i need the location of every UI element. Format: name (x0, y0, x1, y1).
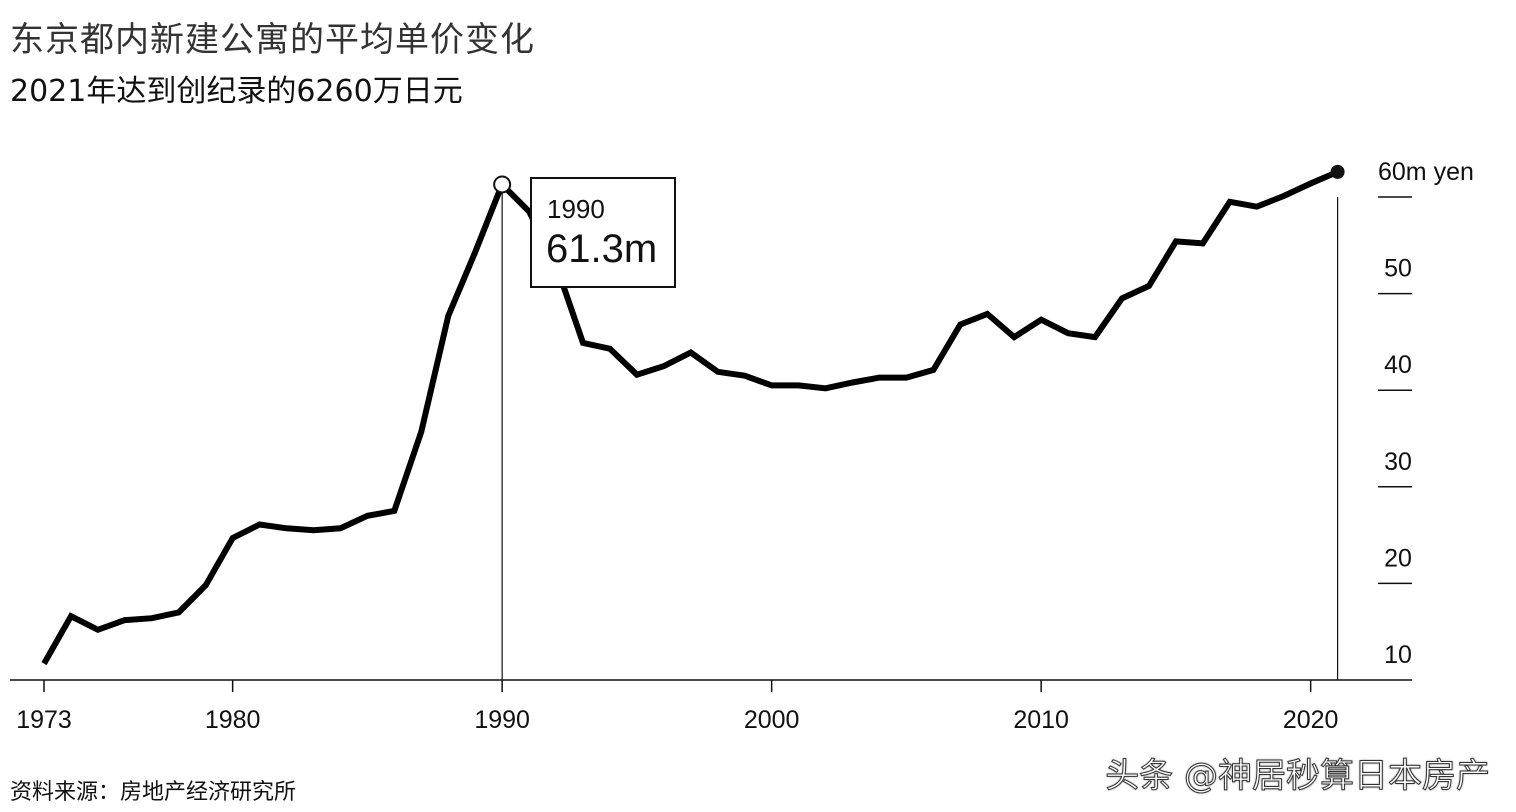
y-tick-label: 50 (1384, 255, 1412, 283)
annotation-box (530, 177, 676, 288)
y-tick-label: 60m yen (1378, 158, 1474, 186)
x-tick-label: 1980 (205, 706, 261, 734)
x-tick-label: 1990 (474, 706, 530, 734)
chart-subtitle: 2021年达到创纪录的6260万日元 (10, 74, 463, 109)
x-tick-label: 1973 (16, 706, 72, 734)
y-tick-label: 40 (1384, 351, 1412, 379)
watermark: 头条 @神居秒算日本房产 (1105, 756, 1491, 797)
annotation-value: 61.3m (546, 227, 657, 271)
source-note: 资料来源：房地产经济研究所 (10, 780, 297, 805)
x-tick-label: 2020 (1283, 706, 1339, 734)
x-tick-label: 2000 (744, 706, 800, 734)
price-line (41, 169, 1339, 666)
peak-marker (493, 175, 512, 194)
latest-marker (1330, 164, 1345, 179)
x-tick-label: 2010 (1013, 706, 1069, 734)
chart-title: 东京都内新建公寓的平均单价变化 (10, 20, 535, 60)
annotation-year: 1990 (547, 194, 605, 224)
y-tick-label: 30 (1384, 448, 1412, 476)
y-tick-label: 20 (1384, 544, 1412, 572)
y-tick-label: 10 (1384, 641, 1412, 669)
